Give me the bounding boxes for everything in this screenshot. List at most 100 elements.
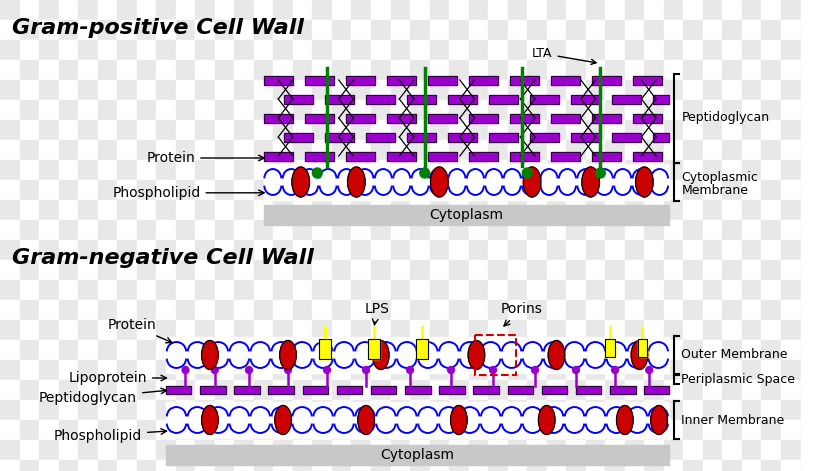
Bar bbox=[312, 80, 332, 100]
Bar bbox=[429, 0, 449, 20]
Bar bbox=[427, 75, 456, 84]
Bar bbox=[429, 240, 449, 260]
Bar bbox=[590, 75, 620, 84]
Bar bbox=[78, 360, 97, 380]
Bar bbox=[273, 300, 292, 320]
Bar bbox=[78, 220, 97, 240]
Bar bbox=[624, 20, 644, 40]
Bar bbox=[682, 260, 702, 280]
Bar bbox=[487, 40, 507, 60]
Bar bbox=[390, 260, 410, 280]
Bar bbox=[175, 280, 195, 300]
Bar bbox=[0, 100, 20, 120]
Bar bbox=[137, 400, 156, 420]
Bar bbox=[741, 460, 761, 471]
Bar bbox=[624, 200, 644, 220]
Bar bbox=[566, 340, 585, 360]
Bar bbox=[292, 300, 312, 320]
Bar bbox=[429, 320, 449, 340]
Bar bbox=[215, 140, 234, 160]
Bar bbox=[546, 320, 566, 340]
Bar bbox=[722, 300, 741, 320]
Bar bbox=[663, 80, 682, 100]
Bar bbox=[175, 0, 195, 20]
Bar bbox=[254, 320, 273, 340]
Bar bbox=[20, 120, 39, 140]
Bar bbox=[741, 360, 761, 380]
Bar bbox=[215, 20, 234, 40]
Bar bbox=[449, 320, 468, 340]
Bar bbox=[390, 20, 410, 40]
Bar bbox=[312, 280, 332, 300]
Bar bbox=[78, 120, 97, 140]
Bar bbox=[39, 160, 58, 180]
Bar bbox=[351, 440, 370, 460]
Bar bbox=[292, 360, 312, 380]
Bar bbox=[546, 440, 566, 460]
Bar bbox=[370, 280, 390, 300]
Bar bbox=[97, 460, 117, 471]
Bar bbox=[283, 132, 313, 141]
Bar bbox=[468, 220, 487, 240]
Bar bbox=[175, 40, 195, 60]
Bar bbox=[449, 280, 468, 300]
Bar bbox=[58, 400, 78, 420]
Bar bbox=[39, 380, 58, 400]
Bar bbox=[449, 440, 468, 460]
Bar bbox=[370, 320, 390, 340]
Bar bbox=[195, 0, 215, 20]
Bar bbox=[546, 180, 566, 200]
Bar bbox=[799, 40, 819, 60]
Bar bbox=[254, 300, 273, 320]
Bar bbox=[663, 320, 682, 340]
Bar bbox=[468, 0, 487, 20]
Bar bbox=[566, 20, 585, 40]
Bar bbox=[345, 114, 374, 122]
Bar bbox=[117, 180, 137, 200]
Bar bbox=[20, 320, 39, 340]
Bar bbox=[449, 60, 468, 80]
Bar bbox=[644, 240, 663, 260]
Bar bbox=[117, 80, 137, 100]
Bar bbox=[604, 80, 624, 100]
Bar bbox=[156, 0, 175, 20]
Bar bbox=[447, 132, 477, 141]
Bar bbox=[137, 40, 156, 60]
Bar bbox=[702, 140, 722, 160]
Bar bbox=[273, 440, 292, 460]
Bar bbox=[234, 20, 254, 40]
Ellipse shape bbox=[616, 406, 632, 435]
Bar bbox=[195, 260, 215, 280]
Bar bbox=[799, 240, 819, 260]
Bar bbox=[273, 160, 292, 180]
Bar bbox=[20, 340, 39, 360]
Bar bbox=[254, 180, 273, 200]
Bar bbox=[449, 400, 468, 420]
Bar bbox=[234, 440, 254, 460]
Bar bbox=[215, 40, 234, 60]
Bar bbox=[410, 0, 429, 20]
Bar bbox=[165, 386, 191, 394]
Bar bbox=[332, 80, 351, 100]
Bar bbox=[0, 160, 20, 180]
Bar bbox=[156, 280, 175, 300]
Bar bbox=[799, 360, 819, 380]
Bar bbox=[117, 100, 137, 120]
Bar bbox=[447, 95, 477, 104]
Bar bbox=[410, 460, 429, 471]
Bar bbox=[507, 440, 527, 460]
Bar bbox=[799, 460, 819, 471]
Bar bbox=[273, 100, 292, 120]
Bar bbox=[741, 320, 761, 340]
Bar bbox=[20, 80, 39, 100]
Text: Cytoplasmic: Cytoplasmic bbox=[681, 171, 758, 185]
Bar bbox=[319, 339, 331, 358]
Bar bbox=[741, 200, 761, 220]
Bar bbox=[263, 164, 668, 200]
Bar bbox=[604, 460, 624, 471]
Bar bbox=[365, 95, 395, 104]
Ellipse shape bbox=[548, 341, 564, 370]
Bar bbox=[292, 400, 312, 420]
Bar bbox=[58, 180, 78, 200]
Bar bbox=[97, 60, 117, 80]
